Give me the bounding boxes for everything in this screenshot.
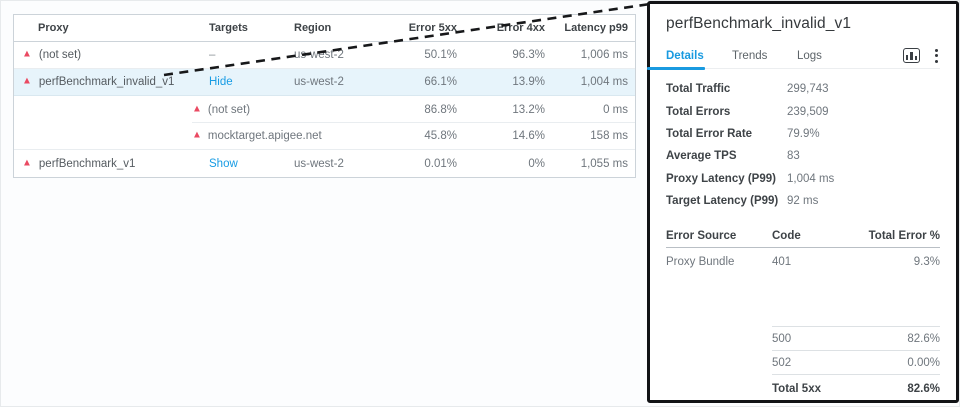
detail-tabs: Details Trends Logs <box>647 43 940 70</box>
error4xx-cell: 14.6% <box>512 130 545 142</box>
column-header-error4xx: Error 4xx <box>496 22 545 34</box>
error4xx-cell: 13.2% <box>512 103 545 116</box>
metric-row: Proxy Latency (P99) 1,004 ms <box>666 168 940 190</box>
error-table-spacer <box>666 276 940 326</box>
error4xx-cell: 96.3% <box>512 49 545 61</box>
error-source-cell: Proxy Bundle <box>666 256 735 269</box>
warning-icon: ▲ <box>192 130 202 141</box>
column-header-proxy: Proxy <box>38 22 69 34</box>
latency-cell: 1,055 ms <box>580 157 628 170</box>
metric-label: Proxy Latency (P99) <box>666 172 776 185</box>
proxy-name: (not set) <box>38 49 82 61</box>
error-code-cell: 502 <box>772 356 792 369</box>
tab-logs[interactable]: Logs <box>797 49 822 62</box>
column-header-total-error-pct: Total Error % <box>868 229 940 242</box>
column-header-targets: Targets <box>209 22 248 34</box>
tab-trends[interactable]: Trends <box>732 49 768 62</box>
tab-details[interactable]: Details <box>666 49 704 62</box>
metric-label: Average TPS <box>666 150 737 163</box>
target-sub-row[interactable]: ▲ (not set) 86.8% 13.2% 0 ms <box>14 96 635 123</box>
table-row[interactable]: ▲ (not set) – us-west-2 50.1% 96.3% 1,006… <box>14 42 635 69</box>
error4xx-cell: 0% <box>528 157 545 170</box>
metric-value: 1,004 ms <box>787 172 835 185</box>
metric-value: 299,743 <box>787 83 829 96</box>
show-targets-link[interactable]: Show <box>209 157 238 170</box>
error-code-cell: Total 5xx <box>772 382 821 395</box>
table-header-row: Proxy Targets Region Error 5xx Error 4xx… <box>14 15 635 42</box>
warning-icon: ▲ <box>192 103 202 114</box>
metric-value: 79.9% <box>787 127 820 140</box>
error-source-table: Error Source Code Total Error % Proxy Bu… <box>666 224 940 402</box>
error-code-cell: 500 <box>772 332 792 345</box>
panel-title: perfBenchmark_invalid_v1 <box>666 15 852 32</box>
metric-label: Total Errors <box>666 105 731 118</box>
hide-targets-link[interactable]: Hide <box>209 76 233 88</box>
table-row-selected[interactable]: ▲ perfBenchmark_invalid_v1 Hide us-west-2… <box>14 69 635 96</box>
table-row[interactable]: ▲ perfBenchmark_v1 Show us-west-2 0.01% 0… <box>14 150 635 177</box>
bar-chart-icon[interactable] <box>903 48 920 63</box>
column-header-error5xx: Error 5xx <box>408 22 457 34</box>
targets-cell: – <box>209 49 216 61</box>
region-cell: us-west-2 <box>294 157 344 170</box>
metric-row: Target Latency (P99) 92 ms <box>666 190 940 212</box>
latency-cell: 1,004 ms <box>580 76 628 88</box>
target-sub-row[interactable]: ▲ mocktarget.apigee.net 45.8% 14.6% 158 m… <box>14 123 635 150</box>
error-table-row: Proxy Bundle 401 9.3% <box>666 248 940 276</box>
metric-row: Average TPS 83 <box>666 145 940 167</box>
error5xx-cell: 66.1% <box>424 76 457 88</box>
kebab-menu-icon[interactable] <box>933 48 940 64</box>
error-code-cell: 401 <box>772 256 792 269</box>
error-table-row: 500 82.6% <box>772 326 940 350</box>
metric-label: Total Traffic <box>666 83 731 96</box>
metric-row: Total Error Rate 79.9% <box>666 123 940 145</box>
metric-label: Target Latency (P99) <box>666 195 779 208</box>
column-header-error-source: Error Source <box>666 229 737 242</box>
column-header-code: Code <box>772 229 801 242</box>
proxy-table: Proxy Targets Region Error 5xx Error 4xx… <box>13 14 636 178</box>
error-pct-cell: 9.3% <box>913 256 940 269</box>
error-pct-cell: 82.6% <box>907 332 940 345</box>
metrics-list: Total Traffic 299,743 Total Errors 239,509… <box>666 78 940 212</box>
active-tab-underline <box>647 67 705 70</box>
latency-cell: 158 ms <box>590 130 628 142</box>
error-table-total-row: Total 5xx 82.6% <box>772 374 940 402</box>
error5xx-cell: 45.8% <box>424 130 457 142</box>
error-table-row: 502 0.00% <box>772 350 940 374</box>
proxy-name: perfBenchmark_v1 <box>38 157 136 170</box>
metric-value: 83 <box>787 150 800 163</box>
latency-cell: 0 ms <box>603 103 628 116</box>
target-name: mocktarget.apigee.net <box>207 130 322 142</box>
target-name: (not set) <box>207 103 251 116</box>
metric-row: Total Traffic 299,743 <box>666 78 940 100</box>
proxy-detail-panel: perfBenchmark_invalid_v1 Details Trends … <box>647 1 959 403</box>
warning-icon: ▲ <box>22 157 32 168</box>
column-header-latency: Latency p99 <box>564 22 628 34</box>
error-pct-cell: 0.00% <box>907 356 940 369</box>
error5xx-cell: 50.1% <box>424 49 457 61</box>
error4xx-cell: 13.9% <box>512 76 545 88</box>
column-header-region: Region <box>294 22 332 34</box>
error-table-header: Error Source Code Total Error % <box>666 224 940 249</box>
metric-label: Total Error Rate <box>666 127 753 140</box>
metric-row: Total Errors 239,509 <box>666 100 940 122</box>
warning-icon: ▲ <box>22 76 32 87</box>
warning-icon: ▲ <box>22 49 32 60</box>
latency-cell: 1,006 ms <box>580 49 628 61</box>
metric-value: 239,509 <box>787 105 829 118</box>
error-pct-cell: 82.6% <box>907 382 940 395</box>
proxy-name: perfBenchmark_invalid_v1 <box>38 76 175 88</box>
region-cell: us-west-2 <box>294 76 344 88</box>
region-cell: us-west-2 <box>294 49 344 61</box>
metric-value: 92 ms <box>787 195 819 208</box>
error5xx-cell: 0.01% <box>424 157 457 170</box>
error5xx-cell: 86.8% <box>424 103 457 116</box>
